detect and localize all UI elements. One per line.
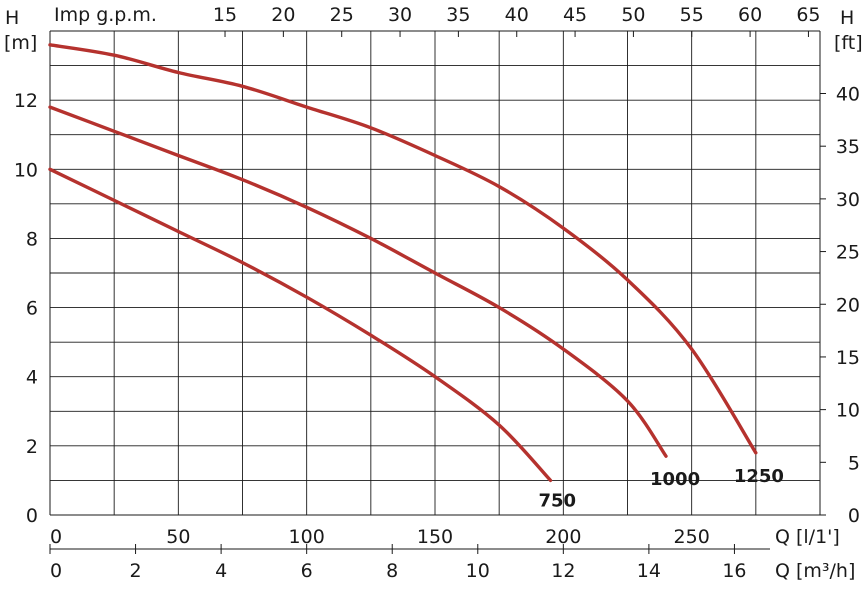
y-tick-label: 12 <box>14 90 38 112</box>
x-tick-label-m3h: 2 <box>130 560 142 582</box>
x-tick-label-gpm: 20 <box>271 4 295 26</box>
x-tick-label-gpm: 60 <box>738 4 762 26</box>
y-axis-right-unit: [ft] <box>834 32 863 54</box>
x-tick-label-lpm: 200 <box>545 526 581 548</box>
x-tick-label-lpm: 150 <box>417 526 453 548</box>
y-axis-left-label: H <box>5 7 19 29</box>
y-tick-label: 8 <box>26 228 38 250</box>
curve-label-1250: 1250 <box>734 466 784 487</box>
x-tick-label-m3h: 6 <box>301 560 313 582</box>
x-axis-bottom-label-m3h: Q [m³/h] <box>775 560 855 582</box>
y-tick-label: 4 <box>26 367 38 389</box>
x-tick-label-m3h: 12 <box>551 560 575 582</box>
y-ft-tick-label: 35 <box>836 136 860 158</box>
y-tick-label: 6 <box>26 298 38 320</box>
y-axis-left-unit: [m] <box>4 32 37 54</box>
y-ft-tick-label: 20 <box>836 294 860 316</box>
chart-axes <box>49 30 826 554</box>
x-tick-label-gpm: 65 <box>796 4 820 26</box>
curve-1250 <box>48 43 758 455</box>
x-axis-top-label: Imp g.p.m. <box>54 4 157 26</box>
x-tick-label-gpm: 15 <box>213 4 237 26</box>
x-axis-bottom-label-lpm: Q [l/1'] <box>775 526 840 548</box>
curve-750 <box>48 167 553 483</box>
x-tick-label-m3h: 4 <box>215 560 227 582</box>
chart-grid <box>50 30 821 516</box>
x-tick-label-m3h: 8 <box>386 560 398 582</box>
x-tick-label-gpm: 35 <box>446 4 470 26</box>
x-tick-label-gpm: 40 <box>505 4 529 26</box>
x-tick-label-m3h: 16 <box>722 560 746 582</box>
x-tick-label-gpm: 45 <box>563 4 587 26</box>
y-ft-tick-label: 30 <box>836 189 860 211</box>
curve-label-750: 750 <box>539 490 577 511</box>
curve-label-1000: 1000 <box>650 469 700 490</box>
x-tick-label-lpm: 0 <box>50 526 62 548</box>
x-tick-label-lpm: 250 <box>674 526 710 548</box>
y-ft-tick-label: 40 <box>836 84 860 106</box>
x-tick-label-gpm: 25 <box>330 4 354 26</box>
x-tick-label-m3h: 0 <box>50 560 62 582</box>
y-tick-label: 2 <box>26 436 38 458</box>
curve-1000 <box>48 105 668 458</box>
x-tick-label-lpm: 50 <box>166 526 190 548</box>
x-tick-label-gpm: 55 <box>680 4 704 26</box>
x-tick-label-m3h: 10 <box>466 560 490 582</box>
y-ft-tick-label: 0 <box>848 505 860 527</box>
x-tick-label-gpm: 50 <box>621 4 645 26</box>
y-tick-label: 10 <box>14 159 38 181</box>
y-tick-label: 0 <box>26 505 38 527</box>
y-axis-right-label: H <box>840 7 854 29</box>
y-ft-tick-label: 15 <box>836 347 860 369</box>
chart-curves: 750 1000 1250 <box>48 43 784 511</box>
y-ft-tick-label: 5 <box>848 452 860 474</box>
x-tick-label-m3h: 14 <box>637 560 661 582</box>
x-tick-label-gpm: 30 <box>388 4 412 26</box>
y-ft-tick-label: 25 <box>836 242 860 264</box>
x-tick-label-lpm: 100 <box>289 526 325 548</box>
y-ft-tick-label: 10 <box>836 400 860 422</box>
